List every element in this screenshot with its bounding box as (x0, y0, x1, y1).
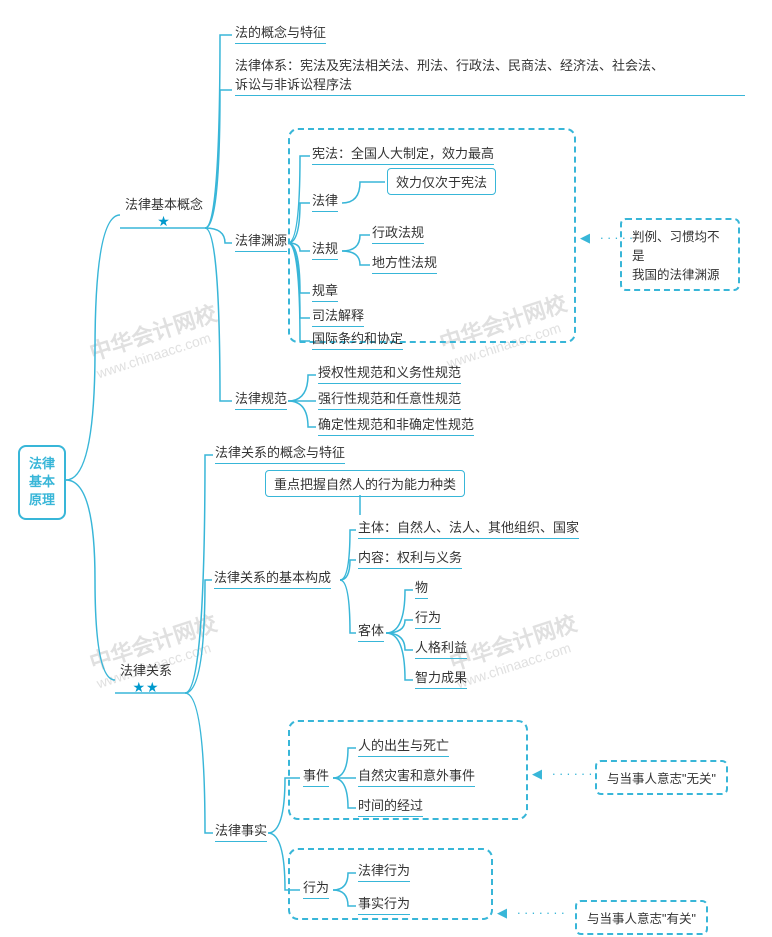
root-label: 法律基本原理 (29, 456, 55, 507)
branch-basic-concepts: 法律基本概念 ★ (125, 194, 203, 230)
node-relation-composition: 法律关系的基本构成 (214, 567, 331, 589)
leaf-text: 诉讼与非诉讼程序法 (235, 77, 352, 92)
stars-icon: ★★ (120, 679, 172, 696)
box-law-note: 效力仅次于宪法 (387, 168, 496, 195)
leaf-act-b: 事实行为 (358, 893, 410, 915)
dot-arrow: ◀ ······· (497, 905, 568, 921)
leaf-law: 法律 (312, 190, 338, 212)
watermark: 中华会计网校www.chinaacc.com (87, 301, 226, 383)
leaf-concept: 法的概念与特征 (235, 22, 326, 44)
leaf-rules: 规章 (312, 280, 338, 302)
box-capacity: 重点把握自然人的行为能力种类 (265, 470, 465, 497)
leaf-norm2: 强行性规范和任意性规范 (318, 388, 461, 410)
root-node: 法律基本原理 (18, 445, 66, 520)
callout-act: 与当事人意志"有关" (575, 900, 708, 935)
leaf-norm3: 确定性规范和非确定性规范 (318, 414, 474, 436)
leaf-obj-intellect: 智力成果 (415, 667, 467, 689)
dot-arrow: ◀ ······ (532, 766, 596, 782)
branch-label: 法律关系 (120, 660, 172, 679)
leaf-text: 宪法及宪法相关法、刑法、行政法、民商法、经济法、社会法、 (300, 58, 664, 73)
leaf-obj-act: 行为 (415, 607, 441, 629)
branch-legal-relations: 法律关系 ★★ (120, 660, 172, 696)
node-source: 法律渊源 (235, 230, 287, 252)
callout-text: 我国的法律渊源 (632, 264, 728, 283)
leaf-event-c: 时间的经过 (358, 795, 423, 817)
leaf-act-a: 法律行为 (358, 860, 410, 882)
leaf-obj-thing: 物 (415, 577, 428, 599)
leaf-obj-personality: 人格利益 (415, 637, 467, 659)
leaf-constitution: 宪法：全国人大制定，效力最高 (312, 143, 494, 165)
leaf-admin-reg: 行政法规 (372, 222, 424, 244)
callout-event: 与当事人意志"无关" (595, 760, 728, 795)
leaf-text: 法律体系： (235, 58, 300, 73)
callout-source-note: 判例、习惯均不是 我国的法律渊源 (620, 218, 740, 291)
leaf-local-reg: 地方性法规 (372, 252, 437, 274)
watermark: 中华会计网校www.chinaacc.com (447, 611, 586, 693)
leaf-act: 行为 (303, 877, 329, 899)
leaf-system: 法律体系：宪法及宪法相关法、刑法、行政法、民商法、经济法、社会法、 诉讼与非诉讼… (235, 55, 745, 98)
node-facts: 法律事实 (215, 820, 267, 842)
leaf-event-a: 人的出生与死亡 (358, 735, 449, 757)
leaf-event-b: 自然灾害和意外事件 (358, 765, 475, 787)
leaf-event: 事件 (303, 765, 329, 787)
stars-icon: ★ (125, 213, 203, 230)
dot-arrow: ◀ ····· (580, 230, 636, 246)
branch-label: 法律基本概念 (125, 194, 203, 213)
leaf-regulation: 法规 (312, 238, 338, 260)
leaf-judicial: 司法解释 (312, 305, 364, 327)
leaf-object: 客体 (358, 620, 384, 642)
callout-text: 判例、习惯均不是 (632, 226, 728, 264)
leaf-subject: 主体：自然人、法人、其他组织、国家 (358, 517, 579, 539)
leaf-treaty: 国际条约和协定 (312, 328, 403, 350)
node-norms: 法律规范 (235, 388, 287, 410)
leaf-norm1: 授权性规范和义务性规范 (318, 362, 461, 384)
leaf-content: 内容：权利与义务 (358, 547, 462, 569)
leaf-relation-concept: 法律关系的概念与特征 (215, 442, 345, 464)
